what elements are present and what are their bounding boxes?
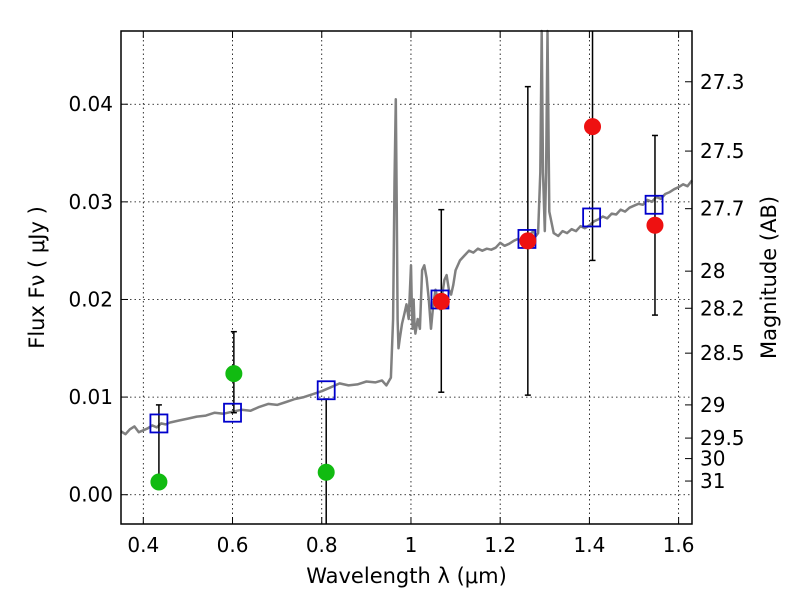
observed-point bbox=[225, 365, 243, 383]
observed-point bbox=[150, 473, 168, 491]
x-tick-label: 1.4 bbox=[573, 533, 605, 557]
y-tick-label: 0.04 bbox=[68, 92, 113, 116]
model-box-point bbox=[149, 413, 169, 434]
x-tick-label: 1 bbox=[405, 533, 418, 557]
x-tick-label: 0.8 bbox=[306, 533, 338, 557]
observed-point bbox=[646, 216, 664, 234]
model-box-point bbox=[223, 402, 242, 423]
y-tick-label: 0.01 bbox=[68, 385, 113, 409]
spectrum-line bbox=[120, 29, 693, 436]
spectrum-series bbox=[120, 29, 693, 436]
right-tick-label: 28.5 bbox=[700, 341, 745, 365]
axis-ticks: 0.4 0.6 0.8 1 1.2 1.4 1.6 0.00 0.01 0.02 0.03 0.04 2… bbox=[68, 31, 745, 557]
observed-point bbox=[317, 463, 335, 481]
right-tick-label: 27.3 bbox=[700, 70, 745, 94]
observed-point bbox=[584, 118, 602, 136]
right-tick-label: 27.5 bbox=[700, 139, 745, 163]
observed-point-series bbox=[150, 118, 664, 491]
right-tick-label: 28 bbox=[700, 259, 725, 283]
x-tick-label: 1.2 bbox=[484, 533, 516, 557]
observed-point bbox=[432, 292, 450, 310]
model-box-point bbox=[644, 194, 664, 215]
grid-lines bbox=[121, 31, 692, 524]
model-box-point bbox=[582, 207, 602, 228]
right-tick-label: 30 bbox=[700, 447, 725, 471]
right-tick-label: 29 bbox=[700, 393, 725, 417]
observed-point bbox=[519, 232, 537, 250]
x-tick-label: 0.6 bbox=[217, 533, 249, 557]
plot-frame bbox=[120, 30, 693, 525]
right-tick-label: 28.2 bbox=[700, 296, 745, 320]
x-axis-label: Wavelength λ (μm) bbox=[306, 564, 507, 588]
right-tick-label: 27.7 bbox=[700, 197, 745, 221]
x-tick-label: 0.4 bbox=[127, 533, 159, 557]
right-tick-label: 31 bbox=[700, 469, 725, 493]
x-tick-label: 1.6 bbox=[663, 533, 695, 557]
y-tick-label: 0.00 bbox=[68, 483, 113, 507]
model-box-point bbox=[316, 380, 336, 401]
right-axis-label: Magnitude (AB) bbox=[757, 196, 781, 359]
right-tick-label: 29.5 bbox=[700, 426, 745, 450]
y-axis-label: Flux Fν ( μJy ) bbox=[25, 206, 49, 349]
error-bars bbox=[155, 31, 658, 524]
y-tick-label: 0.02 bbox=[68, 287, 113, 311]
y-tick-label: 0.03 bbox=[68, 190, 113, 214]
